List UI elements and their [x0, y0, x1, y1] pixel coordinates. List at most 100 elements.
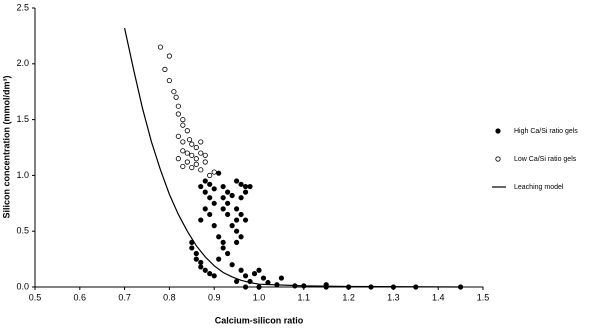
point — [216, 256, 222, 262]
point — [198, 167, 204, 173]
point — [216, 234, 222, 240]
point — [238, 181, 244, 187]
y-tick-label: 1.0 — [16, 170, 29, 180]
point — [207, 211, 213, 218]
point — [242, 189, 249, 195]
legend-swatch — [495, 156, 501, 162]
point — [193, 250, 199, 257]
point — [234, 206, 240, 212]
x-tick-label: 1.2 — [342, 292, 355, 302]
x-tick-label: 0.6 — [74, 292, 87, 302]
point — [242, 284, 249, 290]
point — [184, 128, 190, 134]
point — [225, 189, 231, 195]
point — [157, 44, 164, 50]
point — [234, 217, 240, 223]
point — [166, 77, 172, 84]
point — [171, 89, 177, 95]
point — [220, 195, 226, 201]
point — [180, 122, 186, 128]
point — [198, 259, 204, 266]
y-tick-label: 0.5 — [16, 226, 29, 236]
x-tick-label: 1.5 — [477, 292, 490, 302]
x-tick-label: 0.5 — [29, 292, 42, 302]
point — [242, 183, 249, 190]
point — [238, 234, 244, 240]
y-tick-label: 2.5 — [16, 2, 29, 12]
y-tick-label: 0.0 — [16, 281, 29, 291]
point — [234, 178, 240, 184]
point — [225, 200, 231, 206]
point — [211, 273, 217, 279]
point — [225, 211, 231, 218]
point — [225, 250, 231, 257]
point — [202, 267, 208, 273]
point — [186, 137, 193, 143]
x-tick-label: 0.8 — [163, 292, 176, 302]
point — [242, 273, 249, 279]
point — [184, 150, 190, 156]
point — [180, 148, 186, 154]
point — [229, 262, 235, 268]
point — [238, 211, 244, 218]
point — [198, 264, 204, 270]
x-tick-label: 1.0 — [253, 292, 266, 302]
model-line — [124, 27, 461, 288]
point — [238, 195, 244, 201]
point — [211, 186, 217, 192]
point — [189, 245, 195, 251]
legend-label: High Ca/Si ratio gels — [514, 128, 578, 135]
point — [251, 271, 258, 277]
point — [260, 275, 267, 281]
point — [211, 223, 217, 229]
point — [166, 53, 172, 59]
x-tick-label: 1.4 — [432, 292, 445, 302]
point — [220, 183, 226, 190]
point — [189, 152, 195, 158]
x-tick-label: 0.7 — [118, 292, 131, 302]
point — [229, 192, 235, 199]
point — [247, 183, 253, 190]
point — [220, 245, 226, 251]
point — [175, 103, 181, 109]
legend-swatch — [495, 128, 501, 134]
point — [234, 278, 240, 285]
point — [189, 141, 195, 147]
point — [234, 228, 240, 234]
point — [220, 206, 226, 212]
point — [180, 117, 186, 123]
point — [193, 161, 199, 167]
point — [175, 133, 181, 139]
point — [229, 223, 235, 229]
point — [211, 169, 217, 175]
point — [202, 206, 208, 212]
point — [278, 275, 284, 281]
point — [207, 195, 213, 201]
point — [216, 170, 222, 176]
point — [193, 156, 199, 162]
point — [189, 164, 195, 171]
point — [238, 267, 244, 273]
point — [202, 159, 208, 165]
point — [198, 183, 204, 190]
point — [198, 217, 204, 223]
y-tick-label: 2.0 — [16, 58, 29, 68]
y-axis-title: Silicon concentration (mmol/dm³) — [1, 75, 11, 218]
point — [256, 284, 262, 290]
point — [184, 159, 190, 165]
legend-label: Leaching model — [514, 184, 564, 191]
point — [180, 139, 186, 145]
point — [323, 284, 329, 290]
point — [207, 271, 213, 277]
point — [162, 66, 168, 72]
point — [198, 150, 204, 156]
point — [198, 139, 204, 145]
point — [202, 152, 208, 158]
point — [242, 217, 249, 223]
point — [202, 178, 208, 184]
x-tick-label: 1.3 — [387, 292, 400, 302]
point — [207, 172, 213, 178]
legend-label: Low Ca/Si ratio gels — [514, 156, 577, 163]
y-tick-label: 1.5 — [16, 114, 29, 124]
